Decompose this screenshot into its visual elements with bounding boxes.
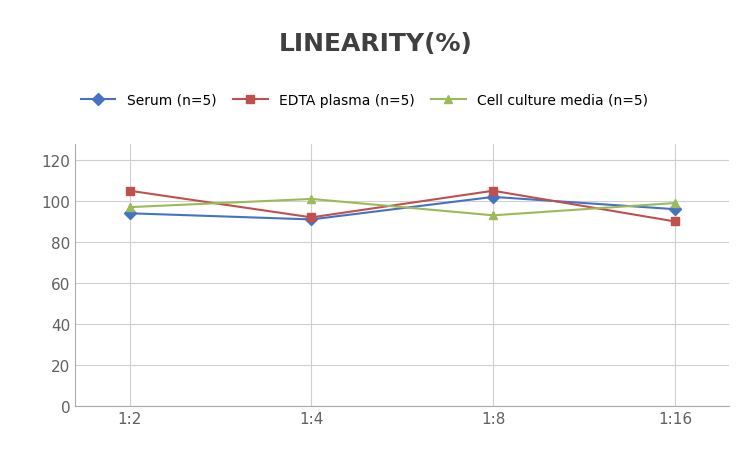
- Line: EDTA plasma (n=5): EDTA plasma (n=5): [126, 187, 679, 226]
- EDTA plasma (n=5): [307, 215, 316, 221]
- Text: LINEARITY(%): LINEARITY(%): [279, 32, 473, 55]
- Serum (n=5): [671, 207, 680, 212]
- Cell culture media (n=5): [671, 201, 680, 206]
- Cell culture media (n=5): [307, 197, 316, 202]
- EDTA plasma (n=5): [125, 189, 134, 194]
- Serum (n=5): [125, 211, 134, 216]
- Serum (n=5): [489, 195, 498, 200]
- Cell culture media (n=5): [125, 205, 134, 210]
- Serum (n=5): [307, 217, 316, 223]
- EDTA plasma (n=5): [489, 189, 498, 194]
- Line: Serum (n=5): Serum (n=5): [126, 193, 679, 224]
- Line: Cell culture media (n=5): Cell culture media (n=5): [126, 195, 679, 220]
- EDTA plasma (n=5): [671, 219, 680, 225]
- Legend: Serum (n=5), EDTA plasma (n=5), Cell culture media (n=5): Serum (n=5), EDTA plasma (n=5), Cell cul…: [75, 88, 653, 113]
- Cell culture media (n=5): [489, 213, 498, 219]
